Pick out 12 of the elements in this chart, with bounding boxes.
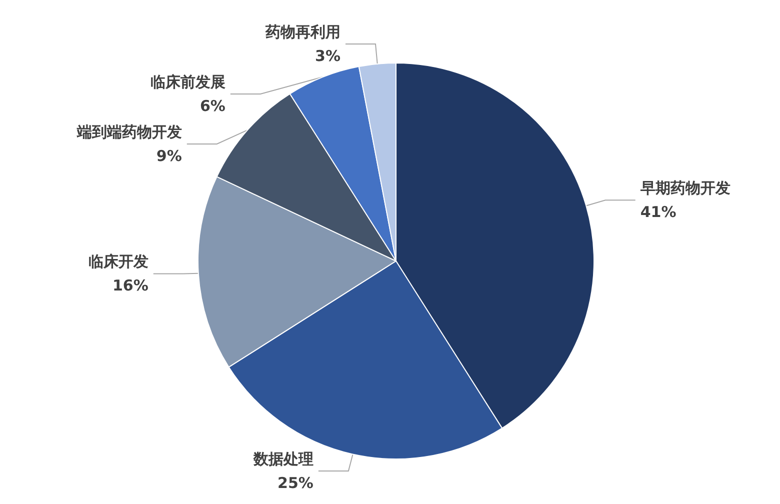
slice-label: 端到端药物开发 bbox=[76, 122, 182, 141]
slice-label: 临床开发 bbox=[88, 252, 148, 271]
data-label: 25% bbox=[278, 474, 314, 492]
slice-label: 数据处理 bbox=[252, 450, 314, 468]
data-label: 3% bbox=[315, 46, 340, 65]
data-label: 16% bbox=[112, 276, 148, 295]
data-label: 6% bbox=[200, 96, 226, 115]
slice-label: 药物再利用 bbox=[264, 22, 340, 41]
data-label: 41% bbox=[640, 203, 676, 222]
slice-label: 早期药物开发 bbox=[639, 179, 730, 198]
data-label: 9% bbox=[156, 146, 182, 165]
slice-label: 临床前发展 bbox=[150, 72, 226, 91]
